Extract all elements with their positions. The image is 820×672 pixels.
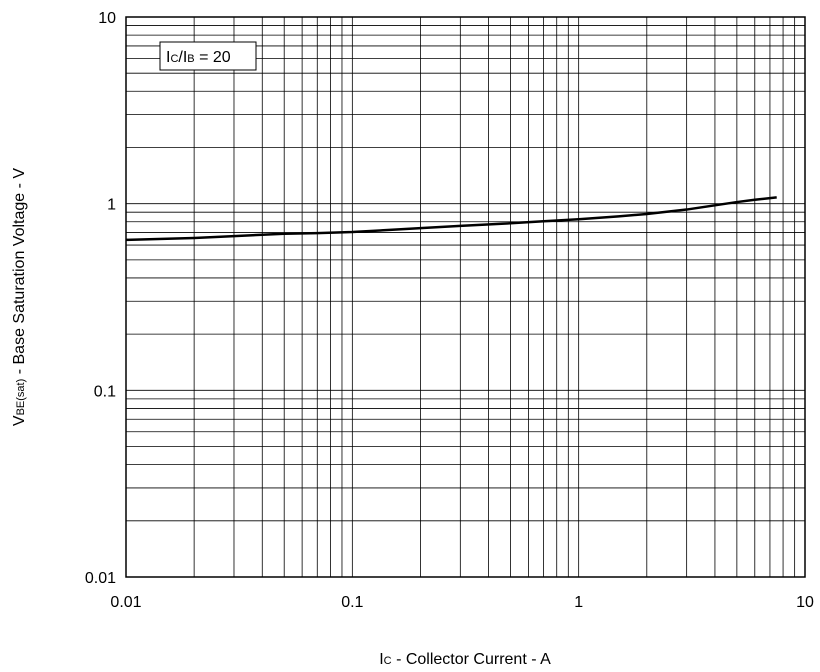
x-tick-label: 0.1 [341,594,363,611]
x-tick-label: 10 [796,594,814,611]
ratio-annotation: IC/IB = 20 [159,41,257,71]
annotation-sub-1: C [170,53,178,65]
series-group [125,196,777,242]
y-axis-title-sub: BE(sat) [15,379,27,416]
annotation-part-3: = 20 [195,49,231,66]
y-tick-label: 10 [98,10,116,27]
annotation-text: IC/IB = 20 [166,49,231,66]
x-tick-label: 0.01 [110,594,141,611]
grid [126,17,805,577]
x-axis-title-rest: - Collector Current - A [392,651,551,668]
y-tick-label: 0.01 [85,570,116,587]
y-tick-label: 0.1 [94,383,116,400]
x-axis-title: IC - Collector Current - A [379,651,551,668]
annotation-part-1: I [166,49,170,66]
x-axis-title-main: I [379,651,383,668]
plot-frame [125,16,806,578]
y-tick-label: 1 [107,197,116,214]
annotation-part-2: /I [178,49,187,66]
annotation-box [159,41,257,71]
series-line [125,196,777,242]
x-tick-labels: 0.01 0.1 1 10 [110,594,814,611]
y-axis-title-main: V [11,415,28,426]
annotation-sub-2: B [187,53,194,65]
y-tick-labels: 0.01 0.1 1 10 [85,10,116,587]
y-axis-title: VBE(sat) - Base Saturation Voltage - V [11,168,28,426]
x-tick-label: 1 [574,594,583,611]
y-axis-title-rest: - Base Saturation Voltage - V [11,168,28,379]
x-axis-title-sub: C [384,655,392,667]
